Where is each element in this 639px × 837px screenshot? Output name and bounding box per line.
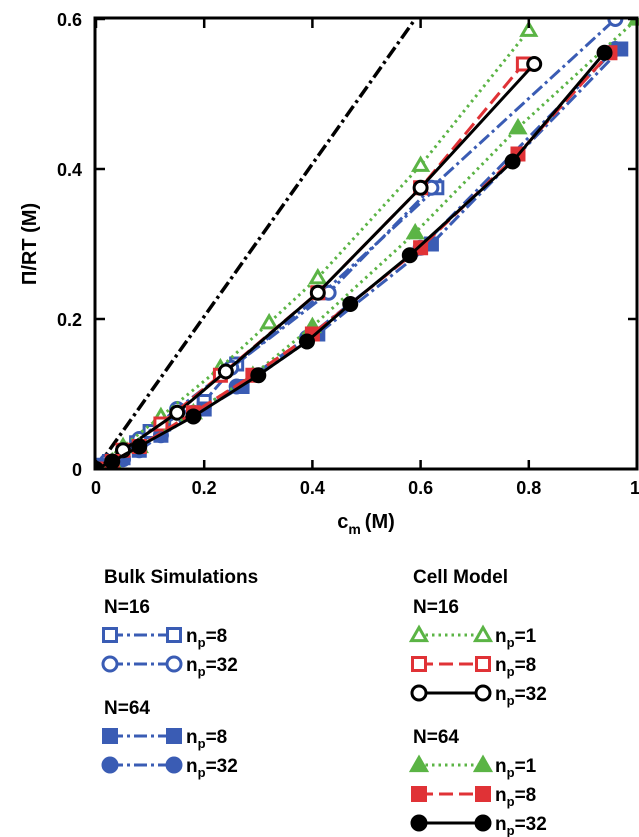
reference-line [95, 18, 417, 470]
legend-layer: Bulk Simulations N=16 np=8 np=32 N=64 np=8 np=… [101, 567, 547, 837]
legend-entry-cell16_32: np=32 [410, 684, 547, 708]
legend-entry-cell16_8: np=8 [411, 655, 536, 679]
legend-marker-start-cell16_8 [411, 656, 427, 672]
series-cell16_1 [95, 20, 539, 470]
data-point-cell16_32-4 [309, 284, 326, 301]
legend-label-bulk64_32: np=32 [186, 756, 238, 780]
legend-entry-cell64_8: np=8 [411, 785, 536, 809]
y-tick-label: 0.6 [57, 10, 82, 30]
legend-entry-bulk16_32: np=32 [101, 655, 238, 679]
x-axis-label: cm (M) [337, 511, 395, 537]
legend-marker-start-bulk16_32 [101, 655, 119, 673]
legend-marker-start-cell16_32 [410, 684, 428, 702]
x-tick-label: 0.2 [192, 478, 217, 498]
legend-marker-start-cell64_1 [408, 754, 430, 773]
legend-marker-end-cell64_32 [474, 814, 492, 832]
legend-marker-end-bulk64_8 [166, 728, 182, 744]
legend-marker-end-cell16_32 [474, 684, 492, 702]
legend-entry-cell64_32: np=32 [410, 814, 547, 837]
legend-subgroup-label: N=16 [413, 597, 459, 618]
legend-marker-start-cell16_1 [408, 624, 430, 643]
data-point-cell16_32-5 [412, 179, 429, 196]
legend-entry-cell64_1: np=1 [408, 754, 537, 780]
data-point-cell64_32-9 [596, 44, 613, 61]
data-point-cell64_32-4 [250, 367, 267, 384]
data-point-cell16_32-6 [526, 56, 543, 72]
data-point-cell16_1-6 [410, 155, 431, 172]
legend-marker-start-bulk64_8 [102, 728, 118, 744]
data-point-cell16_32-2 [169, 404, 186, 421]
data-point-cell64_32-5 [298, 333, 315, 350]
legend-marker-start-cell64_32 [410, 814, 428, 832]
x-tick-label: 0.6 [408, 478, 433, 498]
legend-label-bulk16_32: np=32 [186, 655, 238, 679]
x-tick-label: 0.4 [300, 478, 325, 498]
legend-marker-end-bulk16_32 [165, 655, 183, 673]
data-point-cell64_32-1 [104, 453, 121, 470]
x-tick-label: 0 [91, 478, 101, 498]
legend-group-title: Cell Model [413, 567, 508, 588]
legend-group-title: Bulk Simulations [104, 567, 258, 588]
legend-marker-start-bulk64_32 [101, 756, 119, 774]
legend-subgroup-label: N=64 [413, 727, 459, 748]
legend-entry-cell16_1: np=1 [408, 624, 537, 650]
data-point-cell64_32-8 [504, 153, 521, 170]
legend-marker-start-cell64_8 [411, 786, 427, 802]
series-layer [95, 18, 639, 470]
series-line-cell64_32 [95, 51, 606, 470]
series-line-bulk16_32 [95, 18, 617, 470]
data-point-cell16_1-4 [259, 312, 279, 330]
legend-label-bulk64_8: np=8 [186, 727, 227, 751]
legend-entry-bulk64_32: np=32 [101, 756, 238, 780]
legend-label-cell64_32: np=32 [495, 814, 547, 837]
legend-label-cell64_1: np=1 [495, 756, 537, 780]
x-tick-label: 0.8 [516, 478, 541, 498]
legend-marker-start-bulk16_8 [102, 627, 118, 643]
data-point-cell64_8-6 [413, 240, 429, 256]
legend-label-cell16_32: np=32 [495, 684, 547, 708]
series-bulk16_32 [95, 18, 624, 470]
data-point-cell64_1-6 [405, 222, 425, 240]
legend-entry-bulk16_8: np=8 [102, 626, 227, 650]
data-point-cell64_32-7 [401, 247, 418, 264]
series-cell16_32 [95, 56, 543, 470]
legend-label-cell16_1: np=1 [495, 626, 537, 650]
legend-marker-end-cell64_1 [472, 754, 494, 773]
legend-entry-bulk64_8: np=8 [102, 727, 227, 751]
legend-label-cell16_8: np=8 [495, 655, 536, 679]
series-line-cell16_1 [95, 29, 530, 470]
legend-label-bulk16_8: np=8 [186, 626, 227, 650]
data-point-cell64_32-3 [185, 408, 202, 425]
y-axis-label: Π/RT (M) [19, 203, 41, 285]
x-tick-label: 1 [630, 478, 639, 498]
plot-frame [93, 16, 639, 471]
legend-marker-end-bulk16_8 [166, 627, 182, 643]
y-tick-label: 0.2 [57, 310, 82, 330]
data-point-cell16_32-3 [217, 363, 234, 380]
series-cell16_8 [95, 56, 531, 470]
legend-marker-end-cell16_1 [472, 624, 494, 643]
legend-subgroup-label: N=16 [104, 597, 150, 618]
legend-marker-end-cell16_8 [475, 656, 491, 672]
data-point-cell64_1-7 [508, 117, 528, 135]
legend-marker-end-cell64_8 [475, 786, 491, 802]
legend-label-cell64_8: np=8 [495, 785, 536, 809]
series-cell64_32 [95, 44, 613, 470]
legend-marker-end-bulk64_32 [165, 756, 183, 774]
y-tick-label: 0.4 [57, 160, 82, 180]
data-point-cell16_1-5 [308, 267, 328, 285]
data-point-cell16_1-7 [519, 20, 539, 37]
legend-subgroup-label: N=64 [104, 698, 150, 719]
data-point-cell64_32-2 [131, 438, 148, 455]
axes-layer: 0 0.2 0.4 0.6 0.8 1 0 0.2 0.4 0.6 cm (M) Π/RT (M) [19, 10, 639, 537]
y-tick-label: 0 [72, 460, 82, 480]
data-point-cell64_32-6 [342, 296, 359, 312]
